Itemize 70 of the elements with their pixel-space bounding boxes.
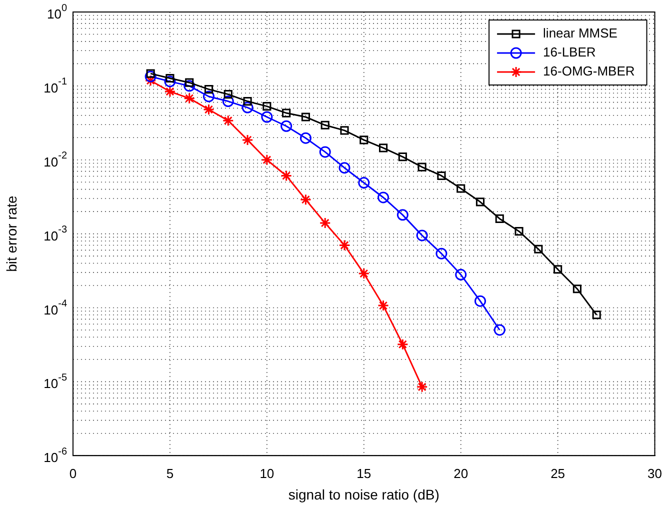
point (202, 104, 214, 116)
x-tick-label: 30 (648, 466, 662, 481)
point (224, 90, 232, 99)
point (280, 170, 292, 182)
point (378, 300, 390, 312)
x-tick-label: 10 (260, 466, 274, 481)
point (300, 132, 312, 144)
point (319, 146, 331, 158)
legend-label: 16-OMG-MBER (543, 64, 635, 79)
point (416, 381, 428, 393)
point (358, 268, 370, 280)
x-tick-label: 25 (550, 466, 566, 481)
point (494, 324, 506, 336)
point (242, 102, 254, 114)
point (514, 227, 524, 236)
x-tick-label: 5 (166, 466, 174, 481)
point (495, 214, 504, 223)
point (166, 74, 174, 83)
point (360, 136, 368, 144)
point (340, 126, 349, 135)
legend-label: linear MMSE (543, 26, 618, 41)
x-tick-label: 20 (454, 466, 468, 481)
x-tick-label: 15 (356, 466, 372, 481)
point (378, 192, 390, 204)
y-axis-title: bit error rate (3, 195, 20, 272)
point (474, 295, 486, 307)
point (396, 209, 408, 221)
point (222, 96, 234, 108)
point (338, 162, 350, 174)
point (261, 154, 273, 166)
point (222, 114, 234, 126)
point (396, 338, 408, 350)
point (243, 96, 252, 106)
point (184, 80, 196, 92)
point (572, 284, 582, 294)
point (416, 230, 428, 242)
x-axis-title: signal to noise ratio (dB) (288, 486, 440, 502)
point (144, 70, 156, 82)
point (534, 244, 543, 254)
point (378, 144, 388, 152)
point (144, 74, 156, 86)
point (320, 120, 330, 130)
point (184, 92, 196, 104)
point (164, 86, 176, 98)
point (261, 111, 273, 123)
point (282, 108, 291, 118)
point (437, 171, 446, 180)
point (280, 120, 292, 132)
point (554, 265, 562, 274)
point (319, 217, 331, 229)
point (301, 112, 310, 122)
x-tick-label: 0 (69, 466, 77, 481)
point (358, 177, 370, 189)
point (146, 69, 155, 78)
point (242, 134, 254, 146)
point (262, 102, 272, 111)
point (202, 90, 214, 102)
point (300, 194, 312, 206)
point (398, 152, 407, 162)
point (456, 184, 466, 193)
point (455, 268, 467, 280)
point (436, 248, 448, 260)
point (204, 85, 214, 94)
point (338, 240, 350, 252)
point (418, 162, 426, 172)
point (164, 76, 176, 88)
point (476, 198, 485, 206)
point (185, 78, 194, 87)
point (592, 310, 601, 320)
legend-label: 16-LBER (543, 44, 596, 60)
